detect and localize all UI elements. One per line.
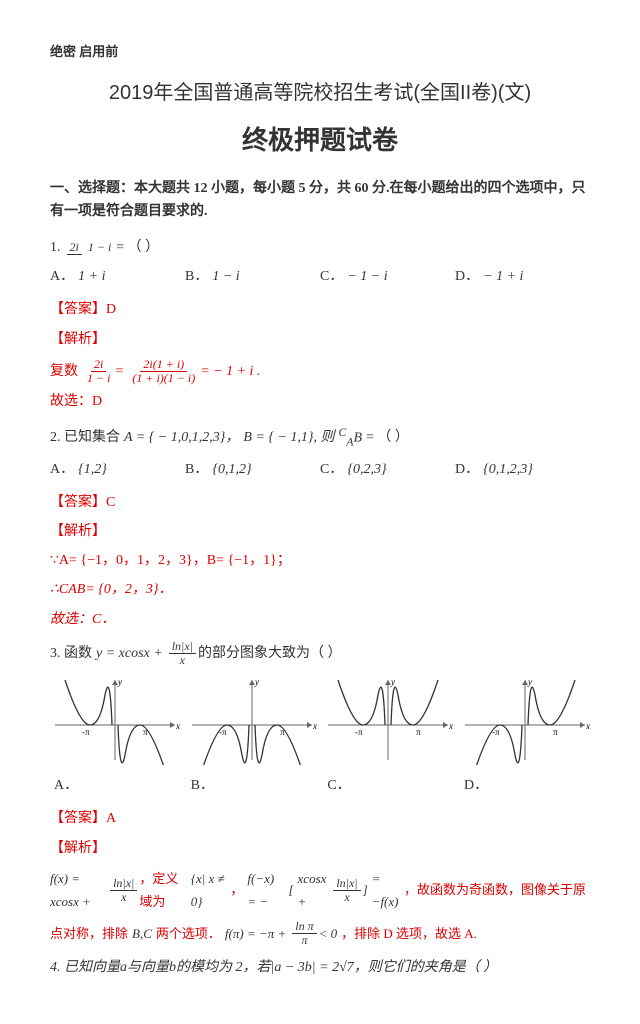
q1-opt-a: A．1 + i <box>50 264 185 289</box>
confidential-label: 绝密 启用前 <box>50 40 590 63</box>
q3-expl-line1: f(x) = xcosx + ln|x|x ，定义域为 {x| x ≠ 0} ，… <box>50 867 590 914</box>
q3-answer: 【答案】A <box>50 806 590 831</box>
svg-text:-π: -π <box>82 727 90 737</box>
q2-opt-b: B．{0,1,2} <box>185 457 320 482</box>
q2-line1: ∵A= {−1，0，1，2，3}，B= {−1，1}； <box>50 548 590 573</box>
question-4: 4. 已知向量a与向量b的模均为 2，若|a − 3b| = 2√7，则它们的夹… <box>50 955 590 980</box>
exam-title-line2: 终极押题试卷 <box>50 117 590 164</box>
q2-conclusion: 故选：C． <box>50 607 590 632</box>
q1-explanation: 复数 2i1 − i = 2i(1 + i)(1 + i)(1 − i) = −… <box>50 358 590 385</box>
svg-text:-π: -π <box>492 727 500 737</box>
question-3: 3. 函数 y = xcosx + ln|x|x 的部分图象大致为（ ） <box>50 640 590 667</box>
chart-b: xy -ππ <box>187 675 317 765</box>
q3-expl-line2: 点对称，排除 B,C 两个选项． f(π) = −π + ln ππ < 0 ，… <box>50 920 590 947</box>
question-2: 2. 已知集合 A = { − 1,0,1,2,3}， B = { − 1,1}… <box>50 422 590 452</box>
exam-title-line1: 2019年全国普通高等院校招生考试(全国II卷)(文) <box>50 75 590 111</box>
q3-charts: x y -π π x y -π π x y -π π x y -π π <box>50 675 590 765</box>
svg-text:-π: -π <box>355 727 363 737</box>
q1-conclusion: 故选：D <box>50 389 590 414</box>
q2-opt-c: C．{0,2,3} <box>320 457 455 482</box>
svg-text:y: y <box>117 677 122 687</box>
section-heading: 一、选择题：本大题共 12 小题，每小题 5 分，共 60 分.在每小题给出的四… <box>50 178 590 223</box>
svg-text:y: y <box>390 677 395 687</box>
svg-text:x: x <box>175 721 180 731</box>
q1-opt-c: C．− 1 − i <box>320 264 455 289</box>
svg-text:y: y <box>254 677 259 687</box>
q3-opt-d: D． <box>460 773 590 798</box>
q1-opt-b: B．1 − i <box>185 264 320 289</box>
q1-answer: 【答案】D <box>50 297 590 322</box>
q1-opt-d: D．− 1 + i <box>455 264 590 289</box>
q3-opt-b: B． <box>187 773 317 798</box>
q2-line2: ∴CAB= {0，2，3}． <box>50 577 590 602</box>
q1-jiexi-label: 【解析】 <box>50 327 590 352</box>
svg-text:-π: -π <box>219 727 227 737</box>
q2-answer: 【答案】C <box>50 490 590 515</box>
chart-c: x y -π π <box>323 675 453 765</box>
svg-text:π: π <box>553 727 558 737</box>
svg-text:y: y <box>527 677 532 687</box>
q2-jiexi-label: 【解析】 <box>50 519 590 544</box>
svg-text:π: π <box>416 727 421 737</box>
q1-fraction: 2i 1 − i <box>67 241 115 254</box>
q2-options: A．{1,2} B．{0,1,2} C．{0,2,3} D．{0,1,2,3} <box>50 457 590 482</box>
q3-chart-labels: A． B． C． D． <box>50 773 590 798</box>
q3-opt-a: A． <box>50 773 180 798</box>
q2-opt-a: A．{1,2} <box>50 457 185 482</box>
q1-options: A．1 + i B．1 − i C．− 1 − i D．− 1 + i <box>50 264 590 289</box>
question-1: 1. 2i 1 − i = （ ） <box>50 235 590 260</box>
chart-a: xy -ππ <box>50 675 180 765</box>
q2-opt-d: D．{0,1,2,3} <box>455 457 590 482</box>
q1-tail: = （ ） <box>116 235 159 260</box>
q3-opt-c: C． <box>323 773 453 798</box>
svg-text:x: x <box>312 721 317 731</box>
q3-jiexi-label: 【解析】 <box>50 836 590 861</box>
q1-num: 1. <box>50 235 61 260</box>
chart-d: x y -π π <box>460 675 590 765</box>
svg-text:x: x <box>585 721 590 731</box>
svg-text:x: x <box>448 721 453 731</box>
